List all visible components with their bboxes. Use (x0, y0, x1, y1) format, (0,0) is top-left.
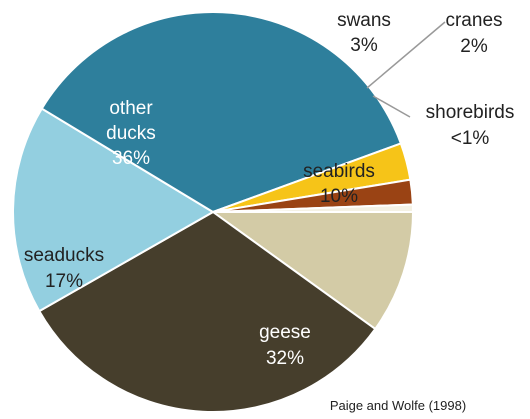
geese-label: geese (259, 322, 311, 343)
slice-seabirds (209, 211, 415, 331)
slice-shorebirds (212, 203, 415, 213)
leader-lines (366, 21, 446, 118)
swans-label: swans (337, 10, 391, 31)
other-ducks-value: 36% (112, 148, 150, 169)
cranes-value: 2% (460, 36, 488, 57)
slice-other-ducks (40, 11, 403, 214)
slice-geese (37, 210, 377, 413)
cranes-leader-line (366, 21, 446, 89)
seaducks-value: 17% (45, 271, 83, 292)
shorebirds-leader-line (372, 95, 411, 118)
pie-slices (12, 11, 415, 413)
seabirds-value: 10% (320, 186, 358, 207)
shorebirds-label: shorebirds (426, 102, 515, 123)
source-note: Paige and Wolfe (1998) (330, 398, 466, 413)
seaducks-label: seaducks (24, 245, 104, 266)
swans-value: 3% (350, 35, 378, 56)
other-ducks-label-line1: other (109, 98, 153, 119)
other-ducks-label-line2: ducks (106, 123, 156, 144)
geese-value: 32% (266, 348, 304, 369)
cranes-label: cranes (445, 10, 502, 31)
slice-seaducks (12, 107, 215, 313)
seabirds-label: seabirds (303, 161, 375, 182)
shorebirds-value: <1% (451, 128, 490, 149)
